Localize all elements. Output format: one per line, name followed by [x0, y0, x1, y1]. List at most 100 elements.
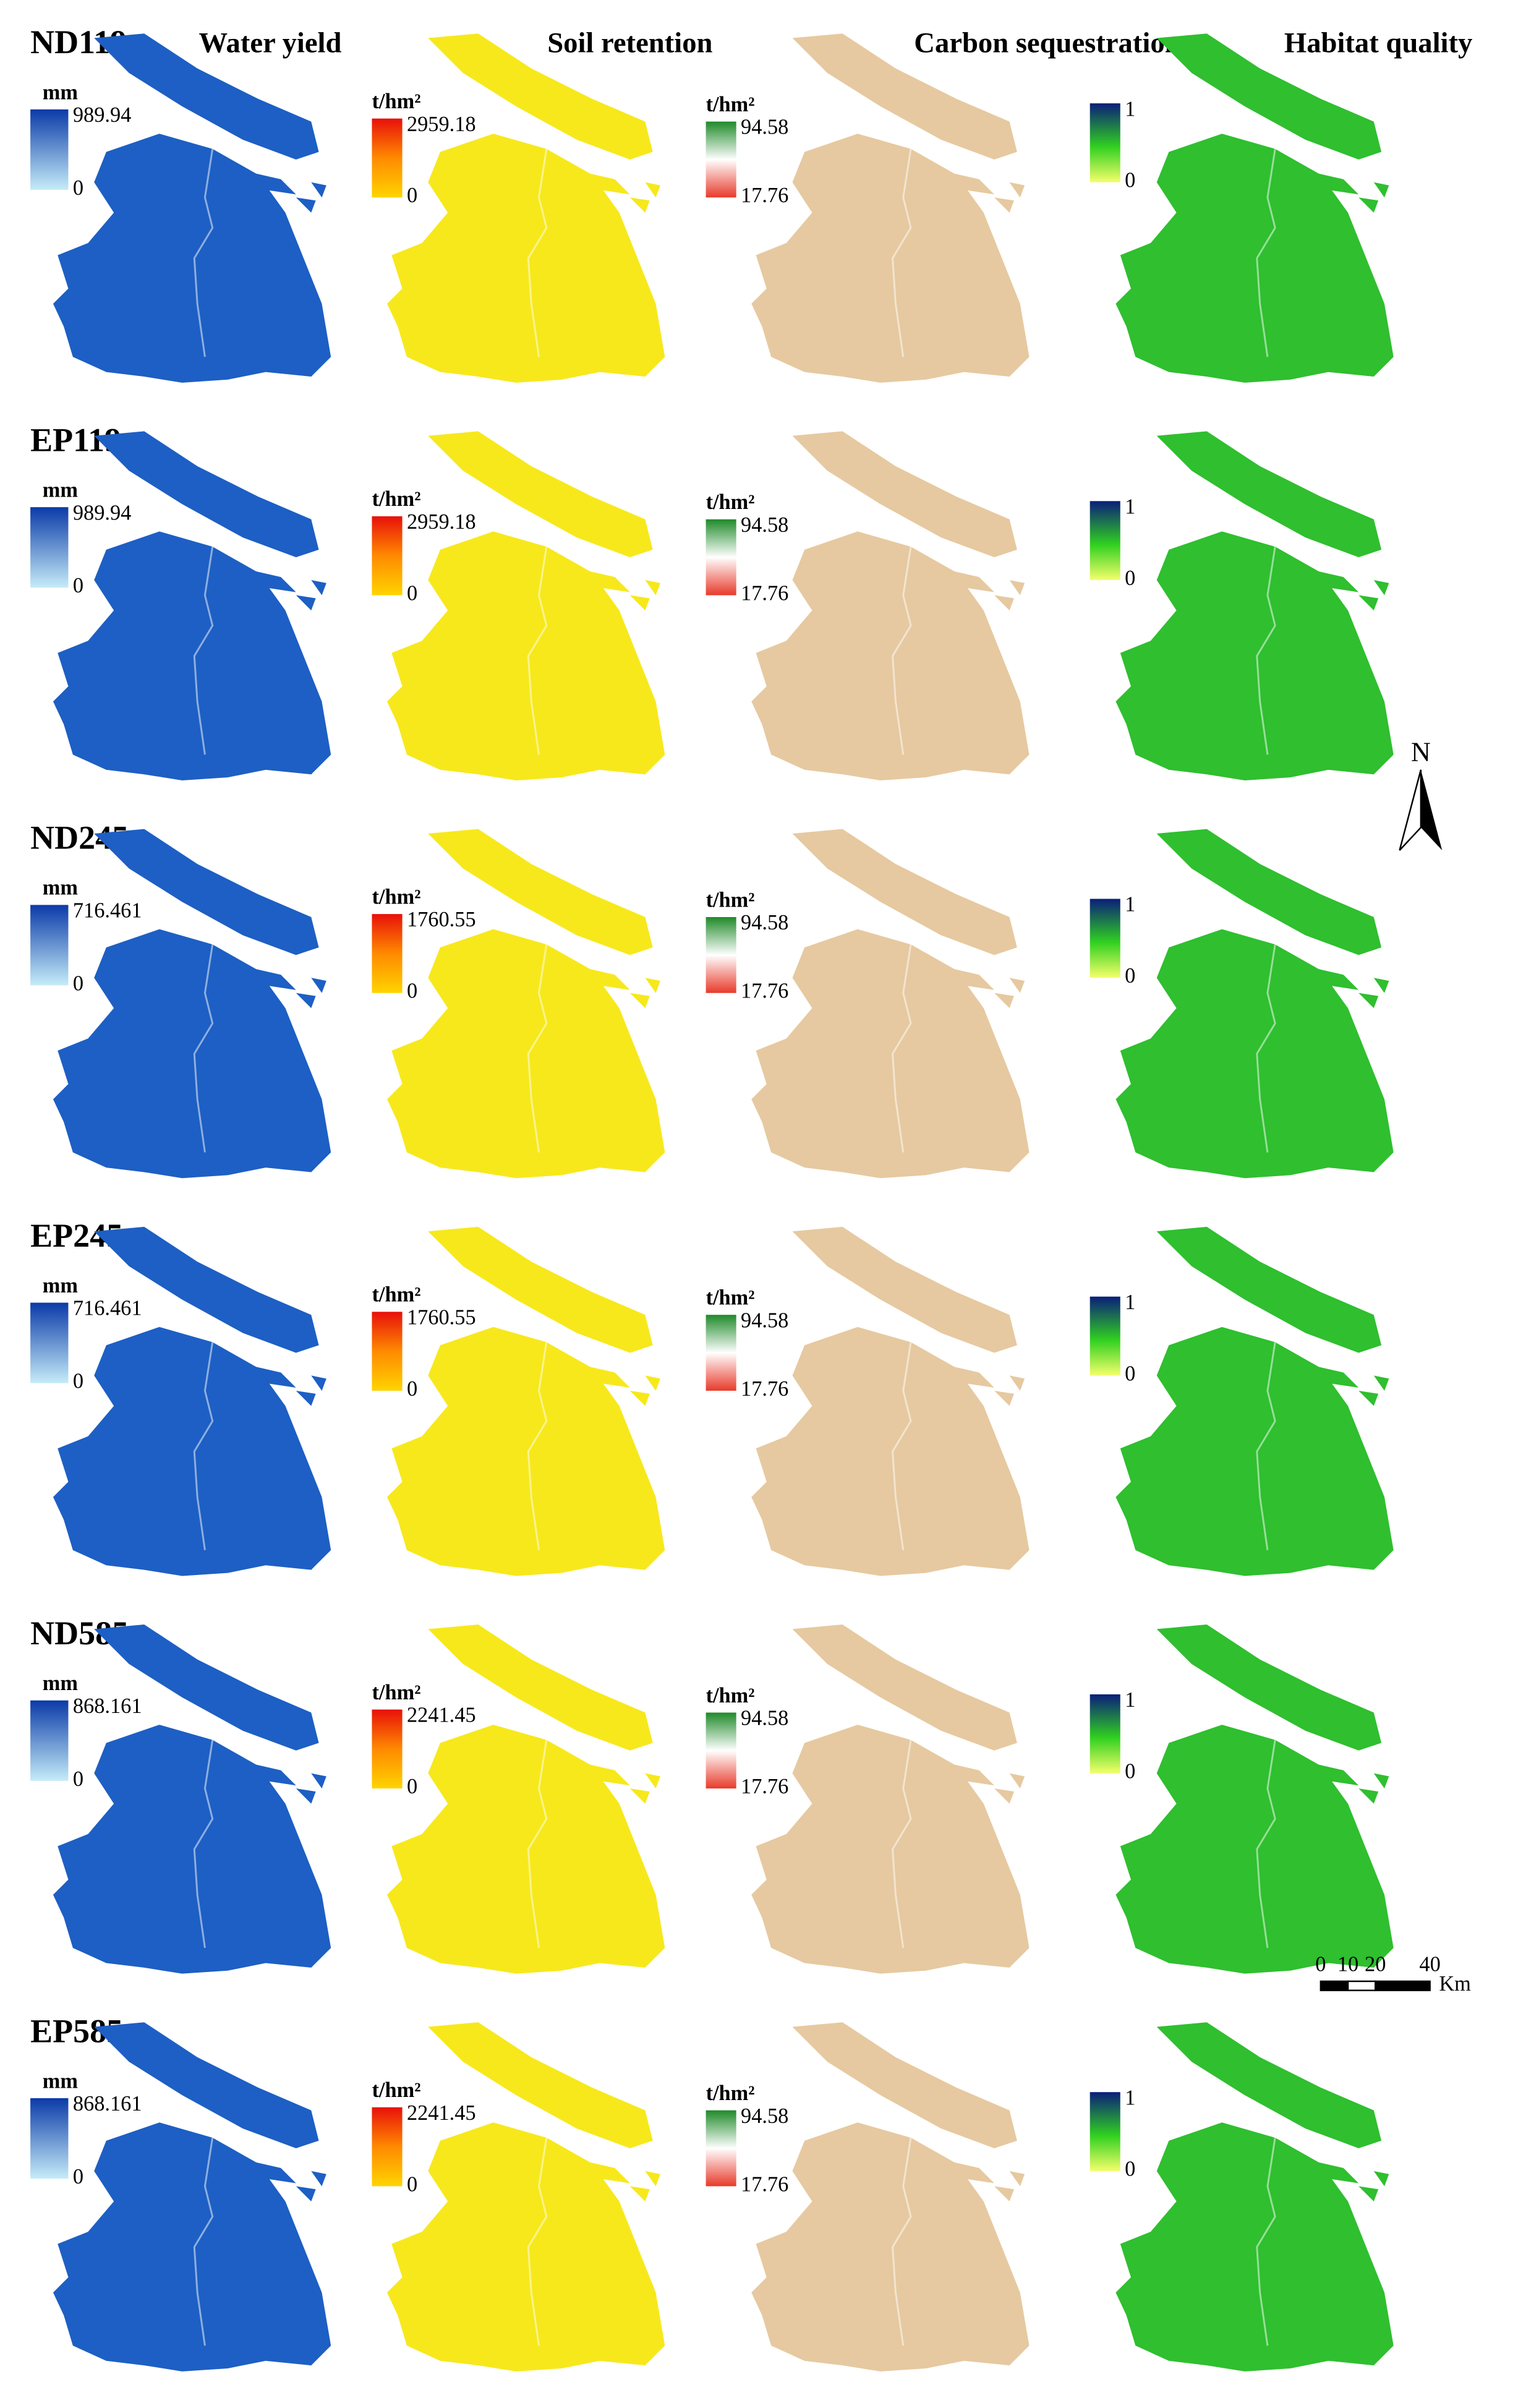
- legend-colorbar: [30, 109, 69, 190]
- legend-min: 0: [407, 2172, 417, 2196]
- column-title: Water yield: [199, 27, 342, 59]
- map: [52, 1226, 332, 1577]
- legend-unit: mm: [43, 478, 79, 502]
- map: [386, 430, 666, 782]
- map: [1114, 430, 1395, 782]
- legend-min: 17.76: [741, 2172, 788, 2196]
- legend-colorbar: [706, 121, 736, 198]
- legend-max: 1760.55: [407, 1305, 476, 1329]
- map: [750, 430, 1030, 782]
- legend-unit: mm: [43, 80, 79, 104]
- legend-colorbar: [1089, 899, 1120, 978]
- legend-max: 1: [1125, 97, 1135, 121]
- legend-colorbar: [706, 1315, 736, 1391]
- legend-colorbar: [1089, 1296, 1120, 1376]
- map: [750, 32, 1030, 384]
- scale-tick-label: 10: [1337, 1952, 1358, 1976]
- legend-min: 0: [407, 1377, 417, 1401]
- legend-min: 0: [407, 1775, 417, 1798]
- legend-min: 0: [73, 971, 83, 995]
- scale-bar-segment: [1320, 1980, 1349, 1991]
- legend-min: 0: [1125, 566, 1135, 590]
- legend-min: 0: [1125, 2158, 1135, 2181]
- legend-colorbar: [706, 917, 736, 993]
- legend-min: 0: [407, 184, 417, 207]
- north-arrow: N: [1399, 736, 1443, 851]
- legend-colorbar: [1089, 1694, 1120, 1774]
- legend-min: 0: [1125, 1362, 1135, 1385]
- legend-min: 0: [1125, 169, 1135, 192]
- legend-unit: mm: [43, 2069, 79, 2093]
- legend-min: 17.76: [741, 184, 788, 207]
- legend-min: 0: [1125, 964, 1135, 988]
- map: [750, 1226, 1030, 1577]
- legend-colorbar: [372, 516, 403, 596]
- legend-max: 1: [1125, 2086, 1135, 2109]
- legend-unit: t/hm²: [706, 2081, 755, 2105]
- map: [52, 1623, 332, 1975]
- legend-unit: t/hm²: [372, 487, 420, 511]
- legend-colorbar: [30, 905, 69, 986]
- map: [750, 1623, 1030, 1975]
- legend-max: 94.58: [741, 911, 788, 934]
- legend-max: 1: [1125, 1688, 1135, 1712]
- legend-unit: t/hm²: [706, 93, 755, 116]
- legend-unit: t/hm²: [706, 888, 755, 912]
- legend-unit: mm: [43, 876, 79, 900]
- legend-max: 716.461: [73, 899, 142, 923]
- scale-unit: Km: [1439, 1972, 1471, 1996]
- legend-min: 0: [73, 574, 83, 597]
- map-panel: 10: [1089, 828, 1395, 1179]
- map-panel: 10: [1089, 1226, 1395, 1577]
- legend-unit: t/hm²: [706, 1684, 755, 1707]
- legend-max: 2241.45: [407, 1704, 476, 1727]
- legend-max: 2959.18: [407, 113, 476, 136]
- map: [52, 430, 332, 782]
- legend-colorbar: [30, 1302, 69, 1383]
- north-arrow-half: [1399, 769, 1422, 851]
- column-title: Habitat quality: [1284, 27, 1472, 59]
- map: [1114, 32, 1395, 384]
- map: [750, 828, 1030, 1179]
- map: [386, 828, 666, 1179]
- map: [1114, 2021, 1395, 2373]
- map-panel: 10: [1089, 430, 1395, 782]
- column-title: Soil retention: [547, 27, 712, 59]
- legend-colorbar: [706, 1712, 736, 1789]
- legend-colorbar: [706, 2110, 736, 2187]
- legend-min: 0: [73, 176, 83, 200]
- map: [52, 828, 332, 1179]
- legend-colorbar: [30, 2098, 69, 2179]
- legend-max: 94.58: [741, 513, 788, 537]
- legend-min: 17.76: [741, 1775, 788, 1798]
- legend-colorbar: [372, 914, 403, 993]
- legend-max: 1760.55: [407, 908, 476, 931]
- legend-min: 0: [407, 581, 417, 605]
- legend-max: 2959.18: [407, 510, 476, 534]
- legend-max: 94.58: [741, 116, 788, 139]
- map: [750, 2021, 1030, 2373]
- legend-max: 1: [1125, 893, 1135, 916]
- legend-colorbar: [30, 1700, 69, 1781]
- legend-max: 94.58: [741, 1309, 788, 1332]
- legend-unit: t/hm²: [706, 1286, 755, 1310]
- legend-colorbar: [372, 1709, 403, 1789]
- legend-min: 17.76: [741, 1377, 788, 1401]
- legend-colorbar: [372, 1312, 403, 1391]
- legend-max: 2241.45: [407, 2101, 476, 2125]
- legend-max: 94.58: [741, 2104, 788, 2128]
- legend-unit: t/hm²: [372, 885, 420, 908]
- legend-min: 0: [73, 2165, 83, 2188]
- map: [386, 32, 666, 384]
